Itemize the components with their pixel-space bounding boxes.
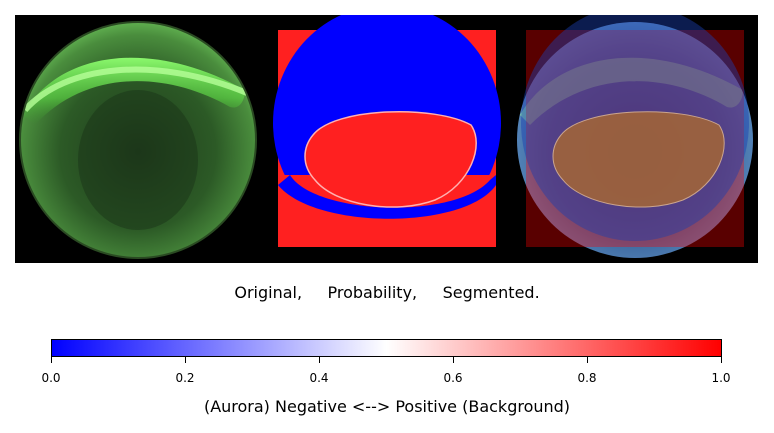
caption: Original, Probability, Segmented.	[234, 283, 540, 302]
colorbar-tick	[319, 357, 320, 363]
colorbar-tick-label: 0.0	[41, 371, 61, 385]
colorbar-tick	[185, 357, 186, 363]
image-strip	[15, 5, 758, 263]
colorbar-label: (Aurora) Negative <--> Positive (Backgro…	[203, 397, 571, 416]
image-strip-svg	[19, 5, 753, 259]
colorbar-tick-label: 1.0	[711, 371, 731, 385]
colorbar-tick	[453, 357, 454, 363]
colorbar-tick-label: 0.4	[309, 371, 329, 385]
colorbar-tick-label: 0.8	[577, 371, 597, 385]
segmented-panel	[517, 5, 753, 258]
colorbar-tick	[587, 357, 588, 363]
original-panel	[19, 21, 257, 259]
colorbar-tick-label: 0.6	[443, 371, 463, 385]
colorbar-tick-label: 0.2	[175, 371, 195, 385]
colorbar-tick	[721, 357, 722, 363]
colorbar	[51, 339, 722, 357]
probability-panel	[273, 5, 501, 247]
colorbar-tick	[51, 357, 52, 363]
